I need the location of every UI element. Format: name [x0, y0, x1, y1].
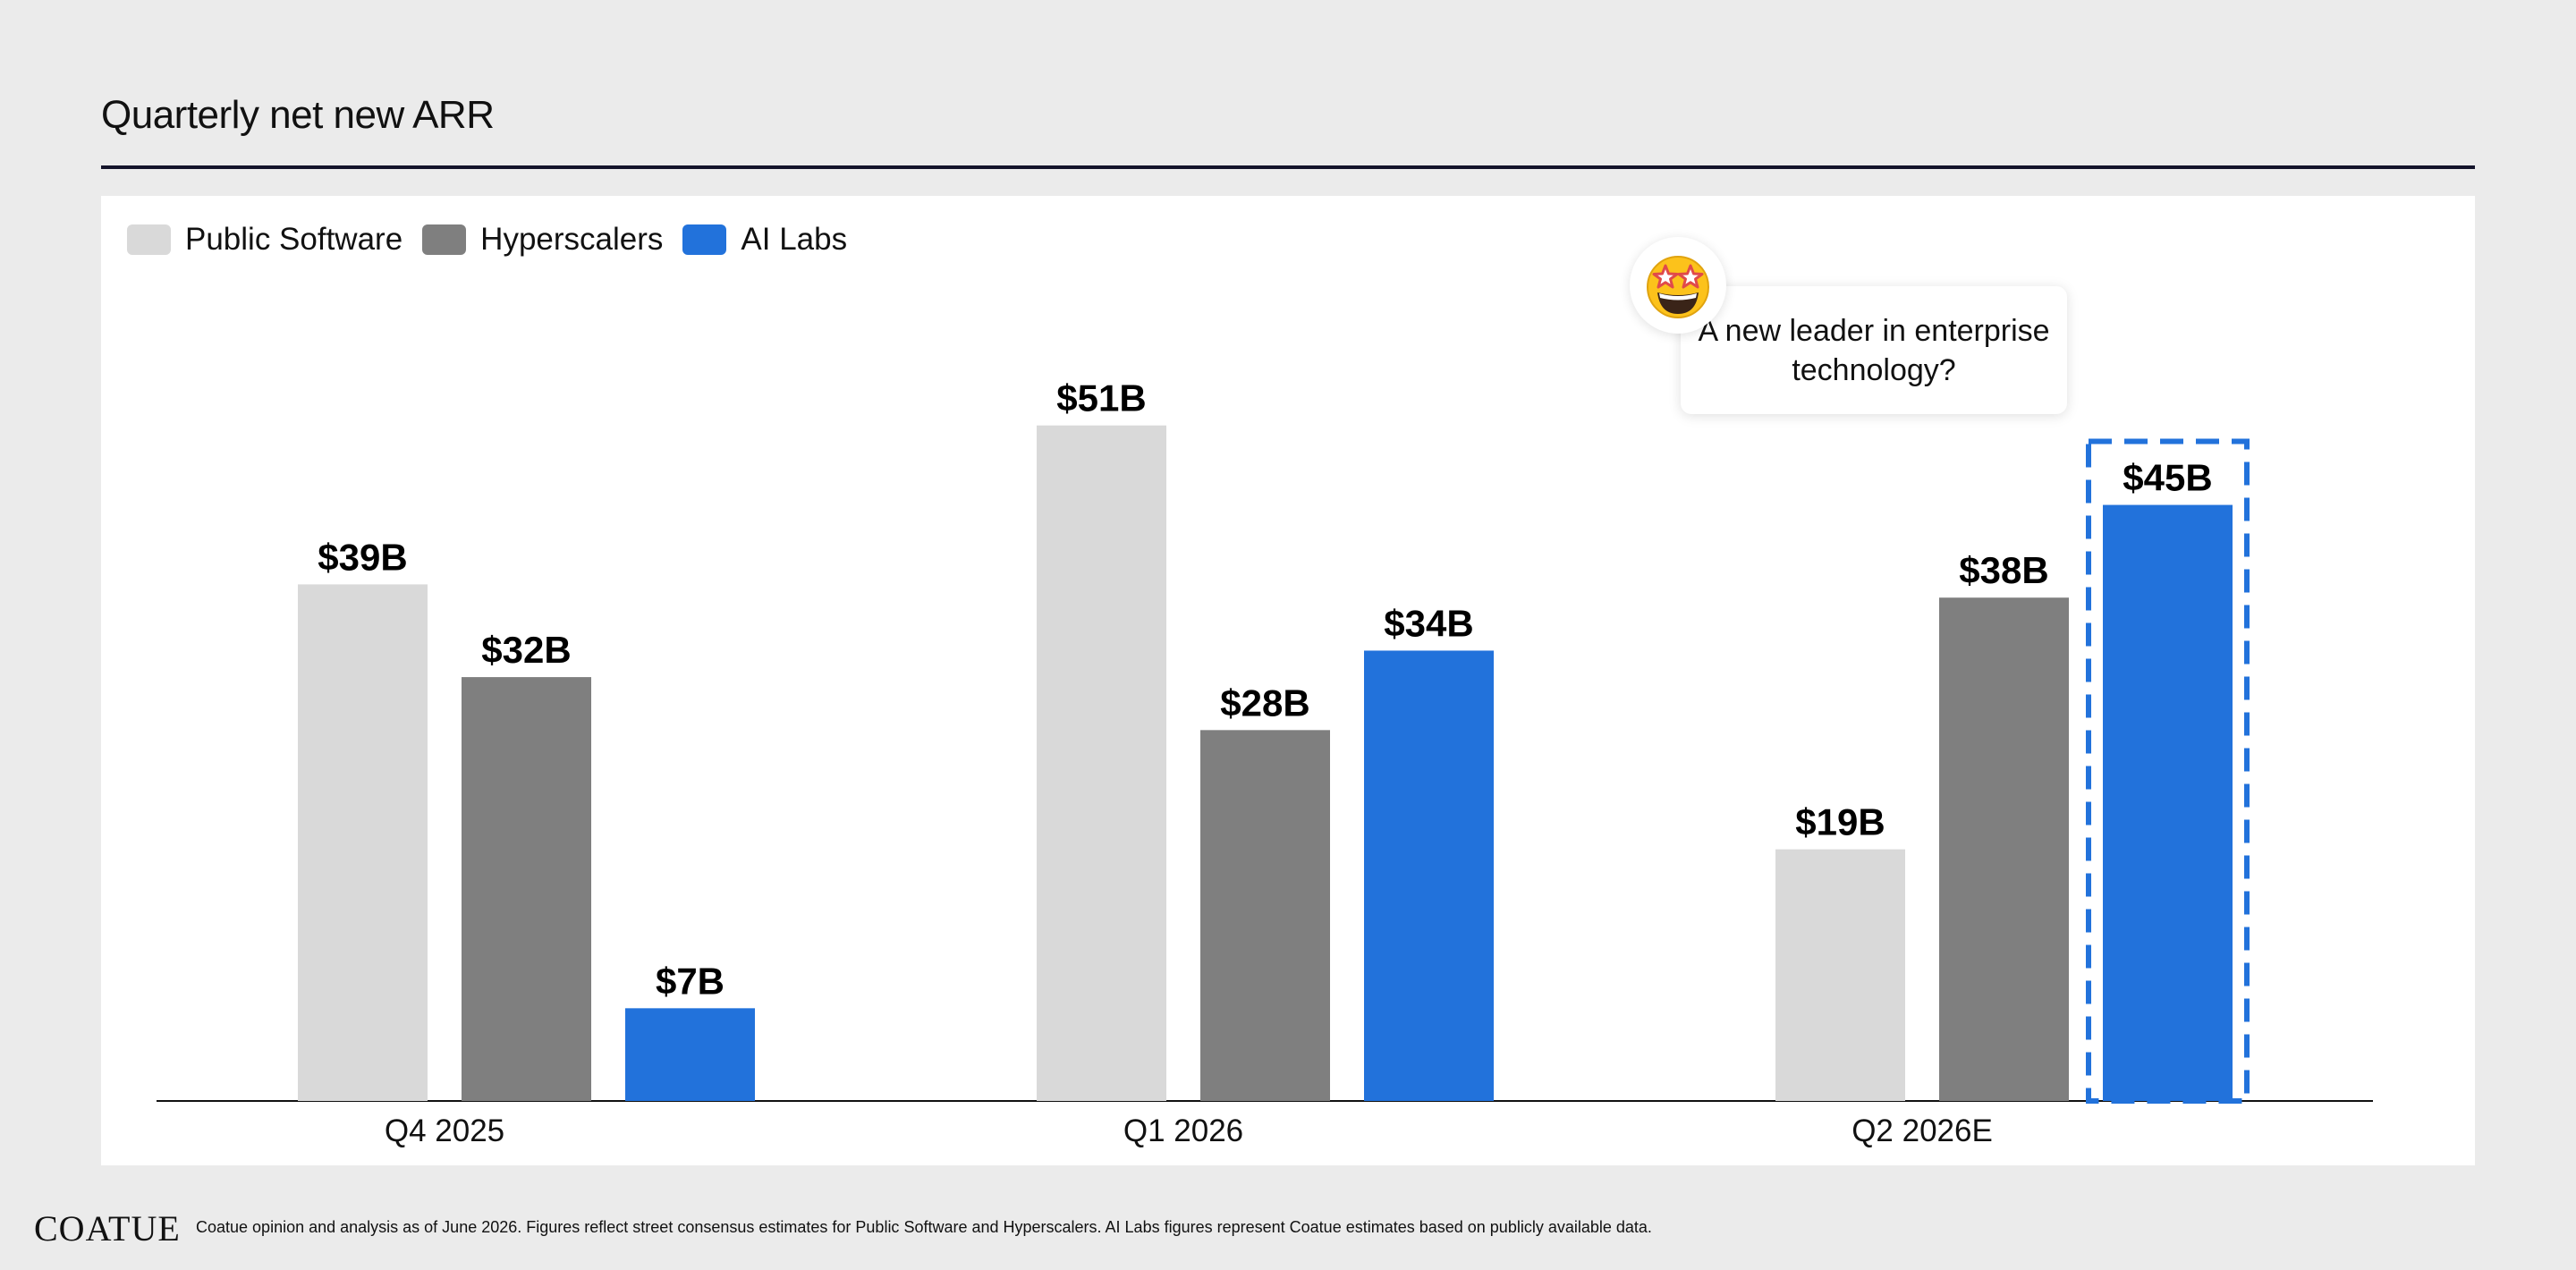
chart-legend: Public Software Hyperscalers AI Labs — [127, 222, 867, 258]
x-tick-label: Q2 2026E — [1852, 1113, 1993, 1148]
bar-value-label: $34B — [1384, 602, 1473, 644]
chart-panel: Public Software Hyperscalers AI Labs $39… — [101, 196, 2475, 1165]
bar-value-label: $28B — [1220, 682, 1309, 724]
coatue-logo: COATUE — [34, 1208, 181, 1249]
bar-value-label: $32B — [481, 629, 571, 671]
bar-hyperscalers-1 — [1200, 730, 1330, 1101]
star-struck-emoji-icon — [1630, 237, 1726, 334]
bar-value-label: $51B — [1056, 377, 1146, 419]
highlight-dashed-border — [2086, 438, 2250, 1104]
legend-item-ai-labs: AI Labs — [682, 222, 847, 258]
legend-swatch-hyperscalers — [422, 224, 467, 255]
bar-hyperscalers-0 — [462, 677, 591, 1101]
legend-label-ai-labs: AI Labs — [741, 222, 848, 257]
bar-value-label: $38B — [1959, 549, 2048, 591]
legend-swatch-public-software — [127, 224, 171, 255]
legend-item-hyperscalers: Hyperscalers — [422, 222, 663, 258]
title-divider — [101, 165, 2475, 169]
x-tick-label: Q4 2025 — [385, 1113, 504, 1148]
legend-label-public-software: Public Software — [185, 222, 403, 257]
bar-value-label: $19B — [1795, 801, 1885, 843]
bar-ai-labs-0 — [625, 1008, 755, 1101]
legend-label-hyperscalers: Hyperscalers — [480, 222, 664, 257]
bar-ai-labs-2 — [2103, 504, 2233, 1101]
bar-public-software-0 — [298, 584, 428, 1101]
bar-value-label: $39B — [318, 536, 407, 578]
callout-box: A new leader in enterprise technology? — [1681, 286, 2067, 414]
legend-swatch-ai-labs — [682, 224, 727, 255]
bar-public-software-2 — [1775, 849, 1905, 1101]
legend-item-public-software: Public Software — [127, 222, 402, 258]
callout-text: A new leader in enterprise technology? — [1698, 313, 2050, 387]
page-title: Quarterly net new ARR — [101, 93, 495, 137]
bar-ai-labs-1 — [1364, 650, 1494, 1101]
x-tick-label: Q1 2026 — [1123, 1113, 1243, 1148]
bar-value-label: $7B — [656, 960, 724, 1002]
footer-note: Coatue opinion and analysis as of June 2… — [196, 1218, 1652, 1236]
bar-public-software-1 — [1037, 425, 1166, 1101]
bar-value-label: $45B — [2123, 457, 2212, 499]
bar-chart: $39B $32B $7B Q4 2025 $51B $28B $34B Q1 2026 $19… — [157, 377, 2373, 1148]
bar-hyperscalers-2 — [1939, 597, 2069, 1101]
